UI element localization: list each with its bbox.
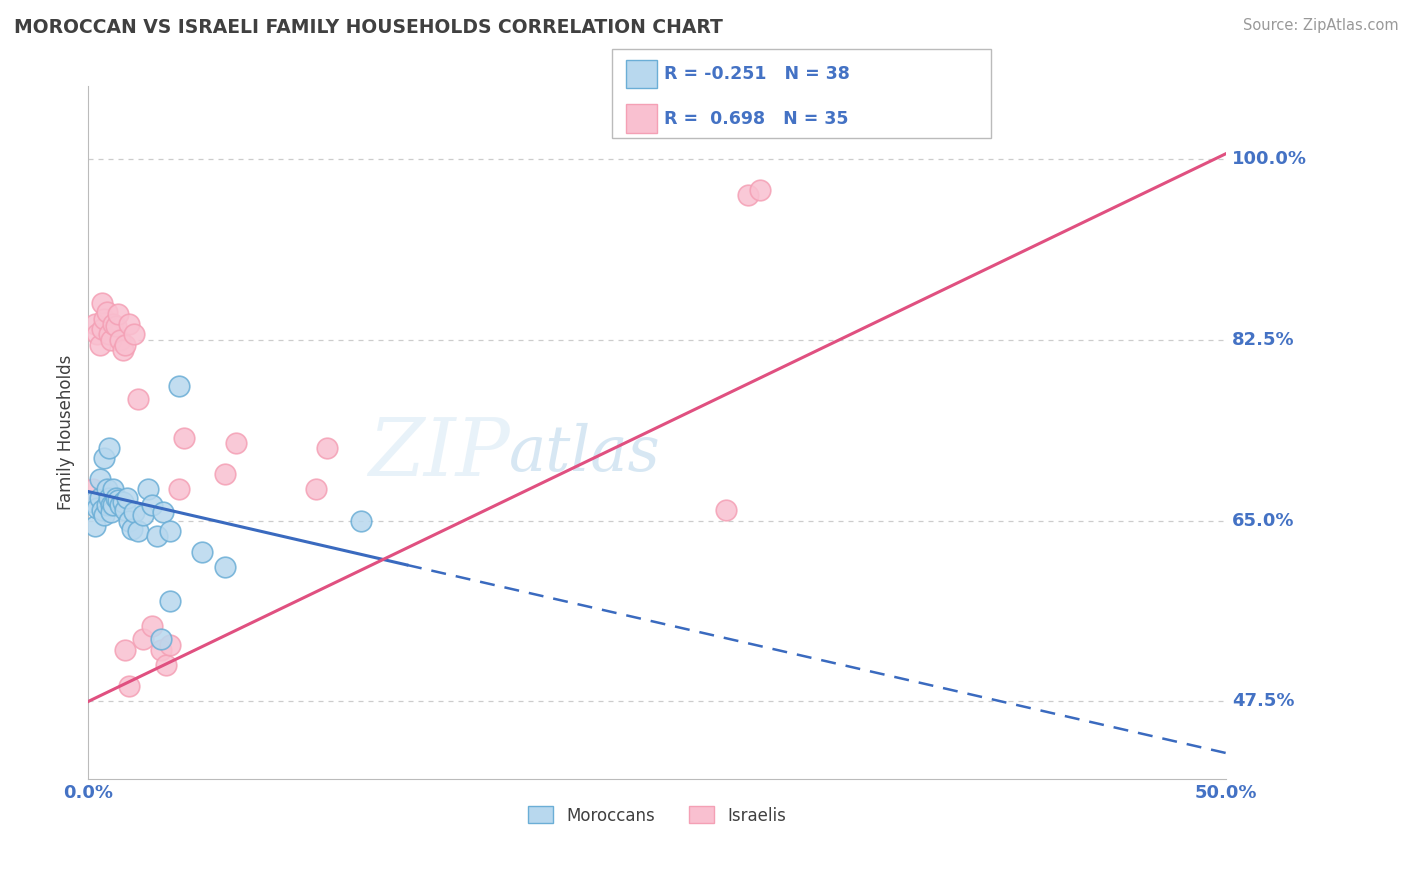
Point — [118, 317, 141, 331]
Point — [97, 327, 120, 342]
Point — [86, 327, 108, 342]
Text: 82.5%: 82.5% — [1232, 331, 1295, 349]
Text: R = -0.251   N = 38: R = -0.251 N = 38 — [664, 65, 849, 83]
Point — [104, 319, 127, 334]
Point — [104, 491, 127, 505]
Point — [110, 498, 132, 512]
Point — [191, 544, 214, 558]
Point — [100, 333, 122, 347]
Text: MOROCCAN VS ISRAELI FAMILY HOUSEHOLDS CORRELATION CHART: MOROCCAN VS ISRAELI FAMILY HOUSEHOLDS CO… — [14, 18, 723, 37]
Point — [103, 483, 125, 497]
Point — [152, 505, 174, 519]
Point — [107, 307, 129, 321]
Text: 100.0%: 100.0% — [1232, 150, 1308, 168]
Point — [145, 529, 167, 543]
Point — [150, 642, 173, 657]
Point — [155, 658, 177, 673]
Point — [114, 503, 136, 517]
Point — [84, 518, 107, 533]
Point — [96, 304, 118, 318]
Point — [159, 524, 181, 538]
Point — [82, 495, 104, 509]
Point — [748, 183, 770, 197]
Point — [159, 638, 181, 652]
Point — [107, 492, 129, 507]
Point — [115, 491, 138, 505]
Point — [91, 322, 114, 336]
Point — [91, 296, 114, 310]
Point — [305, 483, 328, 497]
Y-axis label: Family Households: Family Households — [58, 355, 75, 510]
Point — [169, 379, 191, 393]
Point — [737, 187, 759, 202]
Text: ZIP: ZIP — [367, 415, 509, 492]
Point — [132, 508, 155, 523]
Point — [132, 632, 155, 647]
Point — [714, 503, 737, 517]
Point — [100, 498, 122, 512]
Point — [89, 472, 111, 486]
Point — [110, 333, 132, 347]
Point — [93, 508, 115, 523]
Point — [350, 514, 373, 528]
Point — [111, 343, 134, 357]
Point — [214, 560, 236, 574]
Text: atlas: atlas — [509, 423, 661, 484]
Point — [127, 392, 149, 406]
Point — [111, 495, 134, 509]
Point — [100, 505, 122, 519]
Point — [114, 642, 136, 657]
Point — [93, 451, 115, 466]
Point — [96, 498, 118, 512]
Point — [141, 498, 163, 512]
Point — [214, 467, 236, 481]
Point — [89, 491, 111, 505]
Point — [103, 317, 125, 331]
Point — [316, 441, 339, 455]
Legend: Moroccans, Israelis: Moroccans, Israelis — [520, 798, 794, 833]
Point — [84, 317, 107, 331]
Text: R =  0.698   N = 35: R = 0.698 N = 35 — [664, 110, 848, 128]
Point — [118, 679, 141, 693]
Point — [86, 501, 108, 516]
Point — [96, 483, 118, 497]
Point — [103, 498, 125, 512]
Point — [122, 505, 145, 519]
Point — [97, 491, 120, 505]
Point — [122, 327, 145, 342]
Point — [118, 514, 141, 528]
Point — [127, 524, 149, 538]
Point — [169, 483, 191, 497]
Point — [141, 619, 163, 633]
Point — [91, 503, 114, 517]
Point — [159, 594, 181, 608]
Point — [225, 436, 247, 450]
Text: 47.5%: 47.5% — [1232, 692, 1295, 710]
Point — [173, 431, 195, 445]
Point — [150, 632, 173, 647]
Text: Source: ZipAtlas.com: Source: ZipAtlas.com — [1243, 18, 1399, 33]
Point — [97, 441, 120, 455]
Point — [136, 483, 159, 497]
Point — [82, 483, 104, 497]
Text: 65.0%: 65.0% — [1232, 511, 1295, 530]
Point — [114, 338, 136, 352]
Point — [89, 338, 111, 352]
Point — [121, 522, 143, 536]
Point — [93, 312, 115, 326]
